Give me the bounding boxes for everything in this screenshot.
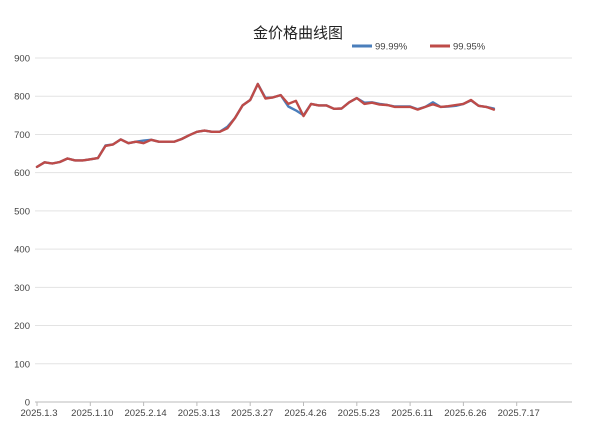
x-tick-label: 2025.3.27 (231, 408, 273, 419)
x-tick-label: 2025.5.23 (338, 408, 380, 419)
x-tick-label: 2025.3.13 (178, 408, 220, 419)
series-line-2 (35, 82, 496, 169)
y-tick-label: 600 (14, 168, 30, 179)
chart-title: 金价格曲线图 (253, 24, 343, 42)
y-tick-label: 100 (14, 359, 30, 370)
y-tick-label: 800 (14, 92, 30, 103)
legend-label-2: 99.95% (453, 42, 486, 53)
y-tick-label: 200 (14, 321, 30, 332)
x-tick-label: 2025.6.11 (391, 408, 433, 419)
x-tick-label: 2025.1.10 (71, 408, 113, 419)
x-tick-label: 2025.6.26 (444, 408, 486, 419)
series-lines (35, 82, 496, 169)
y-tick-label: 500 (14, 206, 30, 217)
x-tick-label: 2025.4.26 (284, 408, 326, 419)
legend: 99.99% 99.95% (352, 42, 486, 53)
grid-lines (35, 57, 572, 403)
x-tick-label: 2025.1.3 (21, 408, 58, 419)
legend-label-1: 99.99% (375, 42, 408, 53)
y-tick-label: 400 (14, 245, 30, 256)
x-tick-label: 2025.2.14 (124, 408, 166, 419)
y-tick-label: 300 (14, 283, 30, 294)
y-tick-label: 900 (14, 54, 30, 65)
y-tick-label: 0 (25, 398, 30, 409)
y-tick-label: 700 (14, 130, 30, 141)
x-tick-label: 2025.7.17 (498, 408, 540, 419)
y-axis-ticks: 0 100 200 300 400 500 600 700 800 900 (14, 54, 30, 409)
x-axis-ticks: 2025.1.3 2025.1.10 2025.2.14 2025.3.13 2025.… (21, 402, 540, 419)
